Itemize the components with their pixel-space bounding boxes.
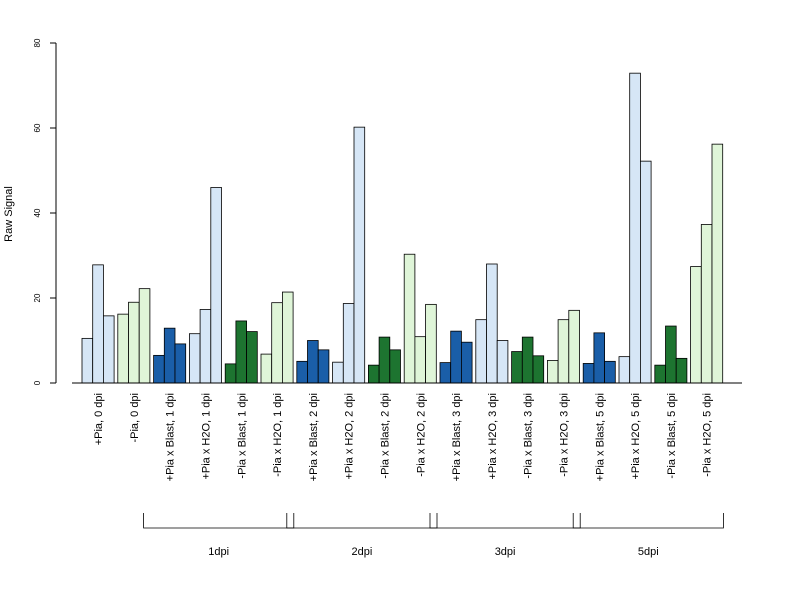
bar bbox=[414, 336, 426, 384]
bar bbox=[332, 361, 344, 384]
bar bbox=[281, 291, 294, 384]
bar bbox=[271, 302, 283, 384]
category-label: -Pia x H2O, 2 dpi bbox=[415, 393, 427, 477]
bar bbox=[618, 356, 631, 384]
bar bbox=[403, 253, 416, 384]
group-label: 2dpi bbox=[352, 546, 373, 558]
bar bbox=[174, 343, 187, 384]
category-label: +Pia x H2O, 3 dpi bbox=[487, 393, 499, 480]
category-label: +Pia x H2O, 5 dpi bbox=[630, 393, 642, 480]
bar bbox=[700, 224, 713, 384]
bar bbox=[425, 303, 437, 384]
bar bbox=[521, 336, 534, 384]
bar bbox=[654, 364, 666, 384]
category-label: +Pia x Blast, 2 dpi bbox=[308, 393, 320, 481]
bar bbox=[389, 349, 401, 384]
bar bbox=[439, 362, 452, 384]
category-label: -Pia x Blast, 1 dpi bbox=[236, 393, 248, 479]
group-bracket bbox=[429, 513, 581, 529]
bar bbox=[511, 351, 523, 384]
bar bbox=[188, 333, 201, 384]
bar bbox=[568, 309, 580, 384]
bar bbox=[296, 360, 308, 384]
bar bbox=[367, 364, 380, 384]
category-label: -Pia, 0 dpi bbox=[129, 393, 141, 443]
group-label: 1dpi bbox=[208, 546, 229, 558]
bar bbox=[92, 264, 104, 384]
group-brackets: 1dpi 2dpi 3dpi 5dpi bbox=[143, 513, 724, 558]
bar bbox=[675, 357, 688, 384]
category-label: +Pia x Blast, 3 dpi bbox=[451, 393, 463, 481]
bar bbox=[450, 330, 462, 384]
bar bbox=[317, 349, 330, 384]
bar bbox=[604, 360, 616, 384]
bar bbox=[665, 325, 677, 384]
bar bbox=[690, 266, 702, 384]
group-bracket bbox=[572, 513, 724, 529]
category-label: -Pia x Blast, 5 dpi bbox=[666, 393, 678, 479]
bar bbox=[532, 355, 545, 384]
bar bbox=[103, 315, 115, 384]
bar bbox=[496, 340, 509, 384]
group-label: 3dpi bbox=[495, 546, 516, 558]
bar bbox=[246, 331, 258, 384]
bar bbox=[486, 263, 498, 384]
y-axis: 0 20 40 60 80 bbox=[33, 38, 57, 385]
group-label: 5dpi bbox=[638, 546, 659, 558]
bar bbox=[81, 337, 94, 384]
bar bbox=[640, 160, 652, 384]
bar bbox=[210, 187, 222, 384]
bar bbox=[117, 313, 129, 384]
bar bbox=[582, 363, 595, 384]
bar bbox=[460, 341, 473, 384]
bar bbox=[260, 353, 273, 384]
bar bbox=[307, 340, 319, 384]
category-label: -Pia x Blast, 2 dpi bbox=[379, 393, 391, 479]
y-tick-label: 20 bbox=[33, 293, 42, 302]
category-label: +Pia, 0 dpi bbox=[93, 393, 105, 445]
bars bbox=[81, 72, 724, 384]
bar bbox=[128, 301, 140, 384]
bar bbox=[163, 327, 176, 384]
bar bbox=[557, 319, 570, 384]
y-tick-label: 60 bbox=[33, 123, 42, 132]
category-labels: +Pia, 0 dpi -Pia, 0 dpi +Pia x Blast, 1 dp… bbox=[93, 393, 714, 481]
y-tick-label: 40 bbox=[33, 208, 42, 217]
category-label: -Pia x H2O, 1 dpi bbox=[272, 393, 284, 477]
category-label: -Pia x H2O, 3 dpi bbox=[558, 393, 570, 477]
bar bbox=[547, 360, 559, 384]
y-axis-title: Raw Signal bbox=[3, 186, 15, 242]
bar bbox=[629, 72, 641, 384]
bar bbox=[353, 126, 366, 384]
category-label: -Pia x Blast, 3 dpi bbox=[523, 393, 535, 479]
category-label: +Pia x Blast, 5 dpi bbox=[594, 393, 606, 481]
category-label: +Pia x H2O, 1 dpi bbox=[200, 393, 212, 480]
bar bbox=[475, 319, 487, 384]
bar bbox=[199, 309, 212, 384]
bar bbox=[378, 336, 391, 384]
y-tick-label: 0 bbox=[33, 380, 42, 385]
bar bbox=[235, 320, 247, 384]
bar bbox=[153, 354, 165, 384]
bar bbox=[224, 363, 237, 384]
category-label: -Pia x H2O, 5 dpi bbox=[702, 393, 714, 477]
bar bbox=[342, 303, 355, 384]
group-bracket bbox=[286, 513, 438, 529]
bar bbox=[138, 288, 151, 384]
category-label: +Pia x H2O, 2 dpi bbox=[344, 393, 356, 480]
y-tick-label: 80 bbox=[33, 38, 42, 47]
bar bbox=[593, 332, 606, 384]
group-bracket bbox=[143, 513, 295, 529]
bar bbox=[711, 143, 724, 384]
category-label: +Pia x Blast, 1 dpi bbox=[165, 393, 177, 481]
